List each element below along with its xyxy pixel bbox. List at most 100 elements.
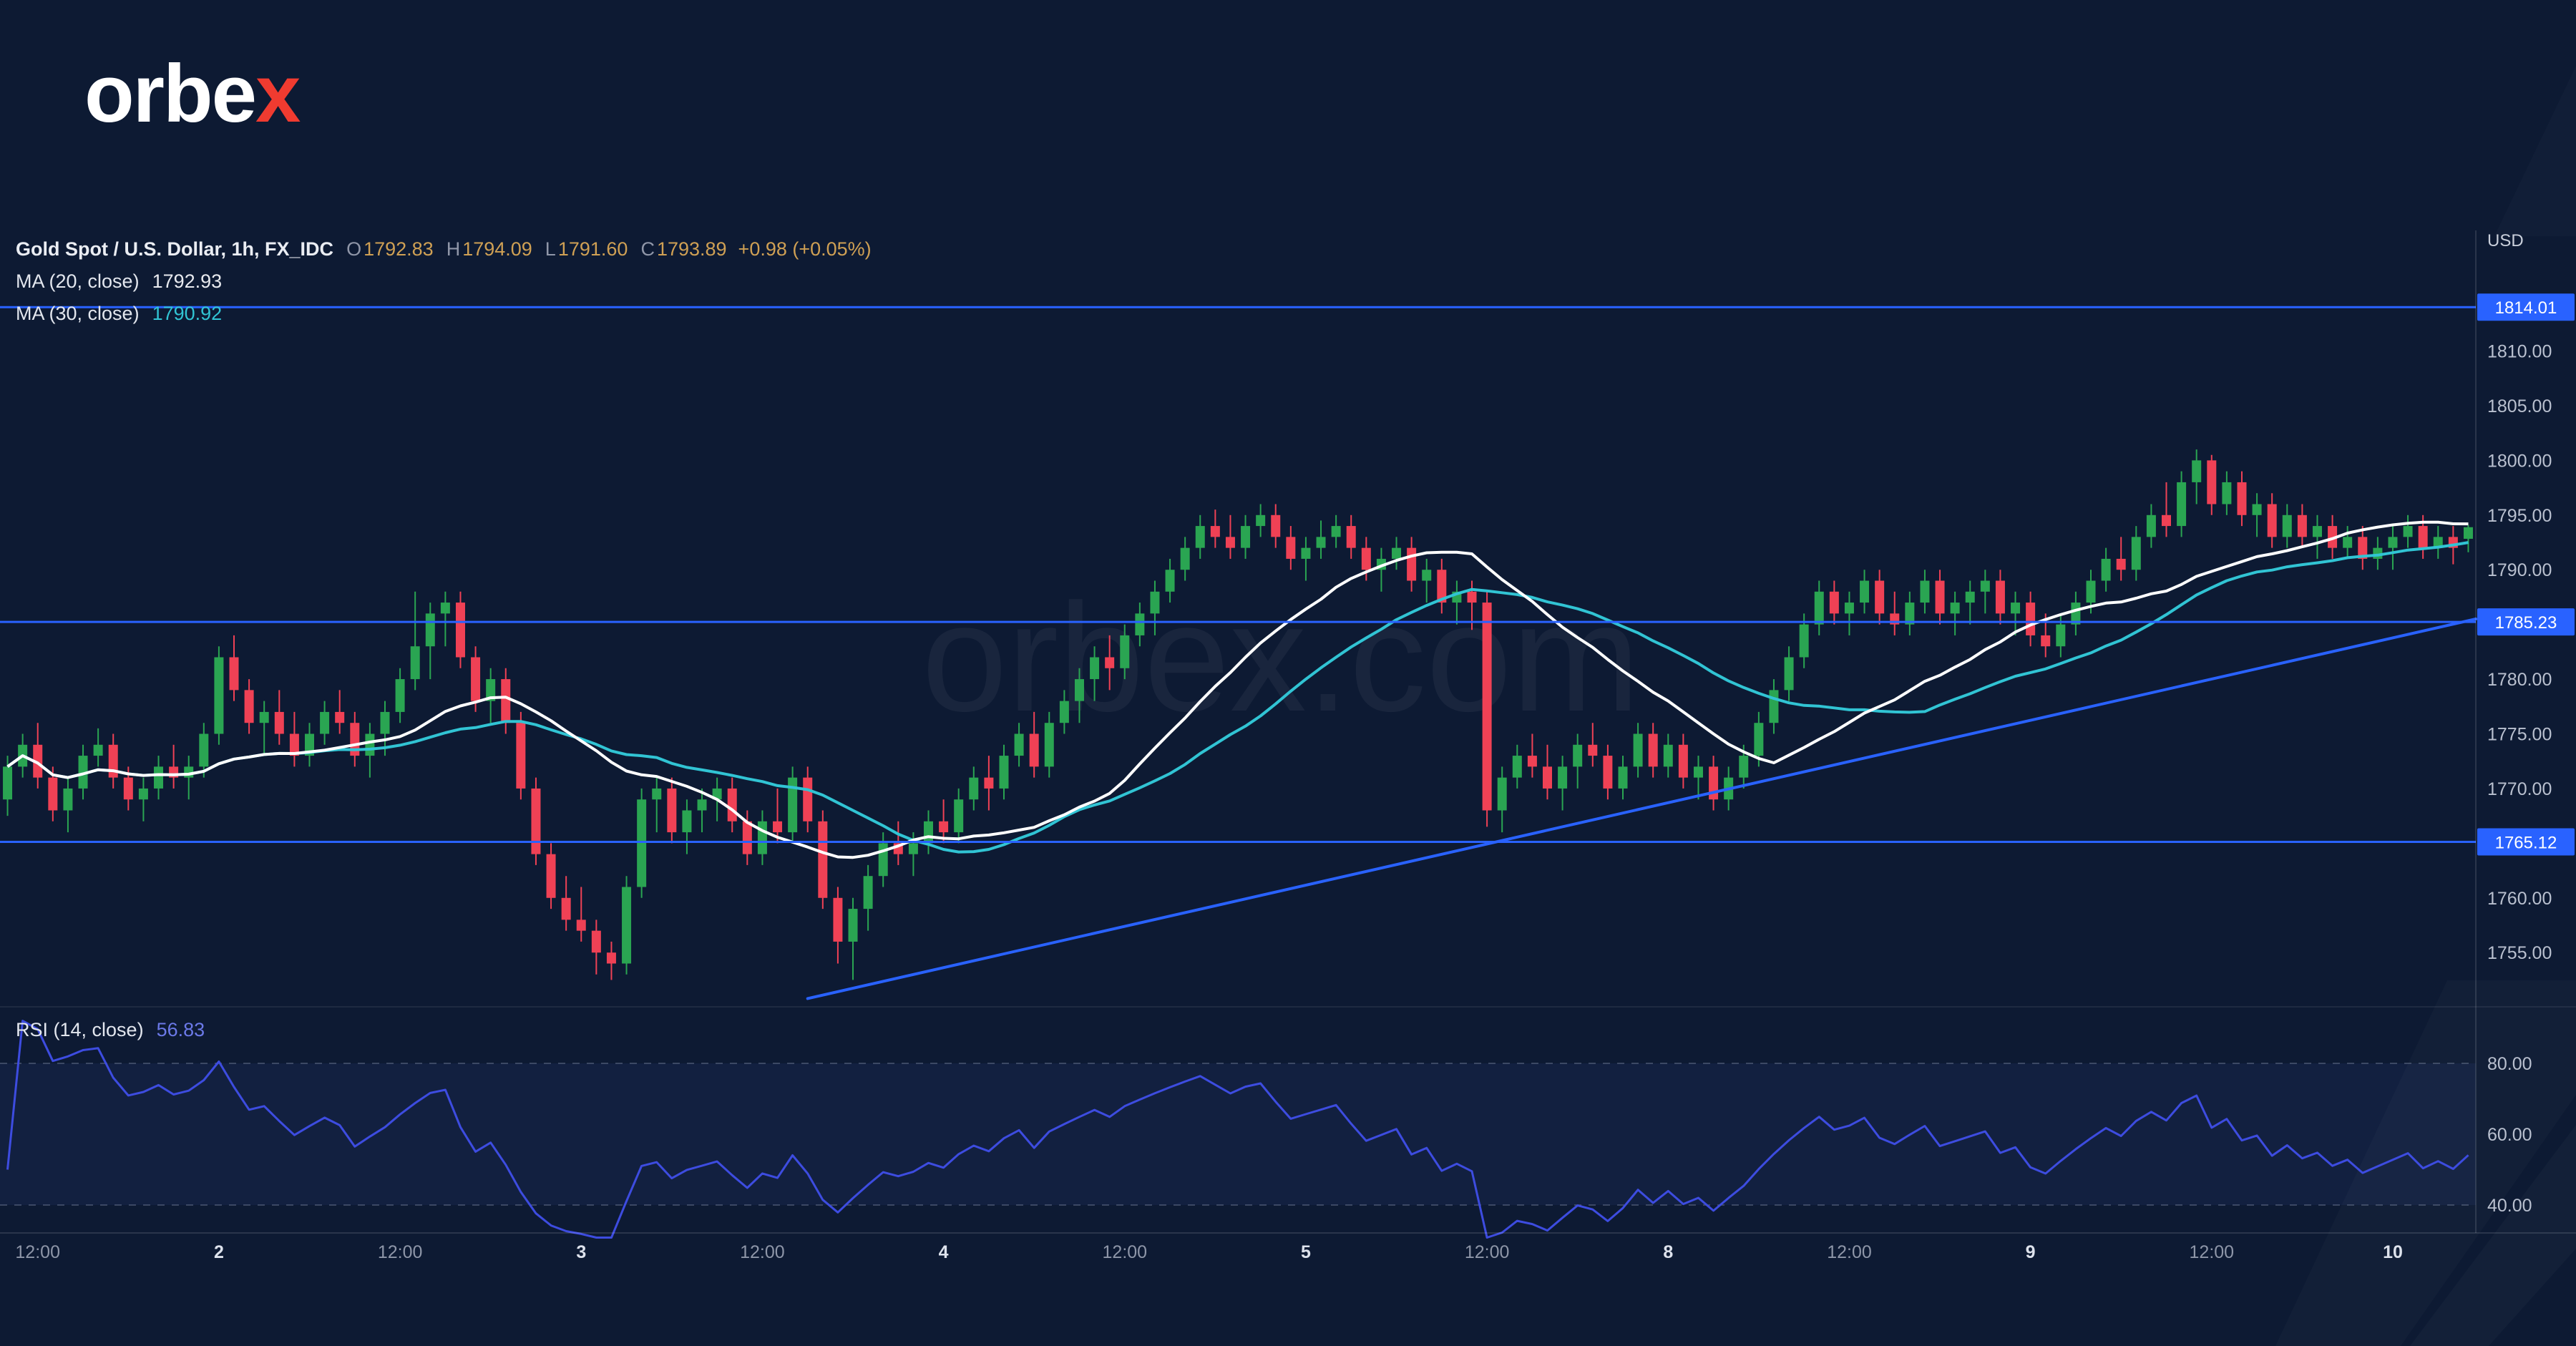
brand-motif [2494,66,2576,236]
candle-body [984,777,994,789]
candle-body [48,777,58,811]
candle-body [1558,766,1568,789]
candle-body [1331,526,1341,537]
low-label: L [545,238,556,260]
candle-body [1995,580,2005,614]
candle-body [1965,591,1975,603]
candle-body [1512,756,1522,778]
rsi-legend-row[interactable]: RSI (14, close) 56.83 [16,1019,205,1041]
candle-body [561,897,571,920]
candle-body [606,952,616,964]
candle-body [2131,537,2141,570]
price-axis[interactable] [2476,230,2576,1233]
candle-body [289,733,299,756]
price-level-badge-label: 1785.23 [2495,613,2557,633]
candle-body [259,711,269,723]
time-tick-label: 4 [939,1242,949,1262]
candle-body [244,690,254,723]
candle-body [1437,570,1447,603]
candle-body [2026,603,2036,635]
change-value: +0.98 (+0.05%) [738,238,872,260]
time-tick-label: 12:00 [1103,1242,1148,1262]
rsi-line[interactable] [6,1020,2469,1239]
time-tick-label: 10 [2383,1242,2403,1262]
candle-body [138,788,148,800]
close-value: 1793.89 [656,238,727,260]
candle-body [2418,526,2428,548]
candle-body [395,679,405,712]
time-axis[interactable] [0,1233,2576,1346]
price-level-badge-label: 1765.12 [2495,834,2557,853]
candle-body [2403,526,2413,537]
candle-body [1980,580,1990,592]
candle-body [1135,613,1145,635]
candle-body [546,854,556,898]
candle-body [1407,547,1417,581]
time-tick-label: 12:00 [378,1242,423,1262]
candle-body [2328,526,2338,548]
low-value: 1791.60 [557,238,628,260]
candle-body [1392,547,1402,559]
candle-body [742,821,752,854]
time-tick-label: 12:00 [1465,1242,1510,1262]
symbol-legend-row[interactable]: Gold Spot / U.S. Dollar, 1h, FX_IDC O 179… [16,233,872,265]
price-tick-label: 1760.00 [2487,889,2552,909]
logo-accent-x: x [255,49,301,140]
candle-body [1814,591,1824,625]
ma30-legend-row[interactable]: MA (30, close) 1790.92 [16,298,872,330]
candle-body [1059,701,1069,723]
candle-body [199,733,209,767]
candle-body [154,766,164,789]
candle-body [712,788,722,800]
candle-body [2146,514,2156,537]
candle-body [1678,744,1688,778]
candle-body [2267,504,2277,537]
candle-body [924,821,933,844]
candle-body [1663,744,1673,767]
price-tick-label: 1795.00 [2487,506,2552,526]
open-value: 1792.83 [364,238,434,260]
candle-body [516,723,526,789]
candle-body [1588,744,1598,756]
candle-body [2116,558,2126,570]
candle-body [2192,460,2202,482]
candle-body [773,821,783,833]
candle-body [803,777,813,821]
candle-body [1573,744,1583,767]
candle-body [2056,624,2066,647]
price-tick-label: 1800.00 [2487,451,2552,471]
price-tick-label: 1805.00 [2487,396,2552,416]
candle-body [1014,733,1024,756]
candle-body [878,843,888,877]
rsi-tick-label: 60.00 [2487,1125,2532,1145]
candle-body [2252,504,2262,515]
candle-body [123,777,133,800]
candle-body [2207,460,2217,504]
ma20-legend-row[interactable]: MA (20, close) 1792.93 [16,265,872,298]
currency-label: USD [2487,231,2524,250]
candle-body [2237,482,2247,515]
candle-body [1543,766,1552,789]
candle-body [2041,635,2051,647]
candle-body [2086,580,2096,603]
candle-body [1301,547,1311,559]
candle-body [863,876,873,909]
candle-body [380,711,390,734]
candle-body [1754,723,1764,756]
candle-body [697,799,707,811]
ma30-line[interactable] [6,541,2469,854]
candle-body [682,810,692,833]
candle-body [1739,756,1749,778]
ma20-line[interactable] [6,520,2469,859]
candle-body [2222,482,2232,504]
candle-body [1286,537,1296,559]
high-value: 1794.09 [462,238,532,260]
candle-body [2343,537,2353,548]
candle-body [954,799,964,833]
candle-body [667,788,677,833]
candle-body [591,930,601,953]
trendline[interactable] [806,618,2477,1000]
candle-body [939,821,949,833]
